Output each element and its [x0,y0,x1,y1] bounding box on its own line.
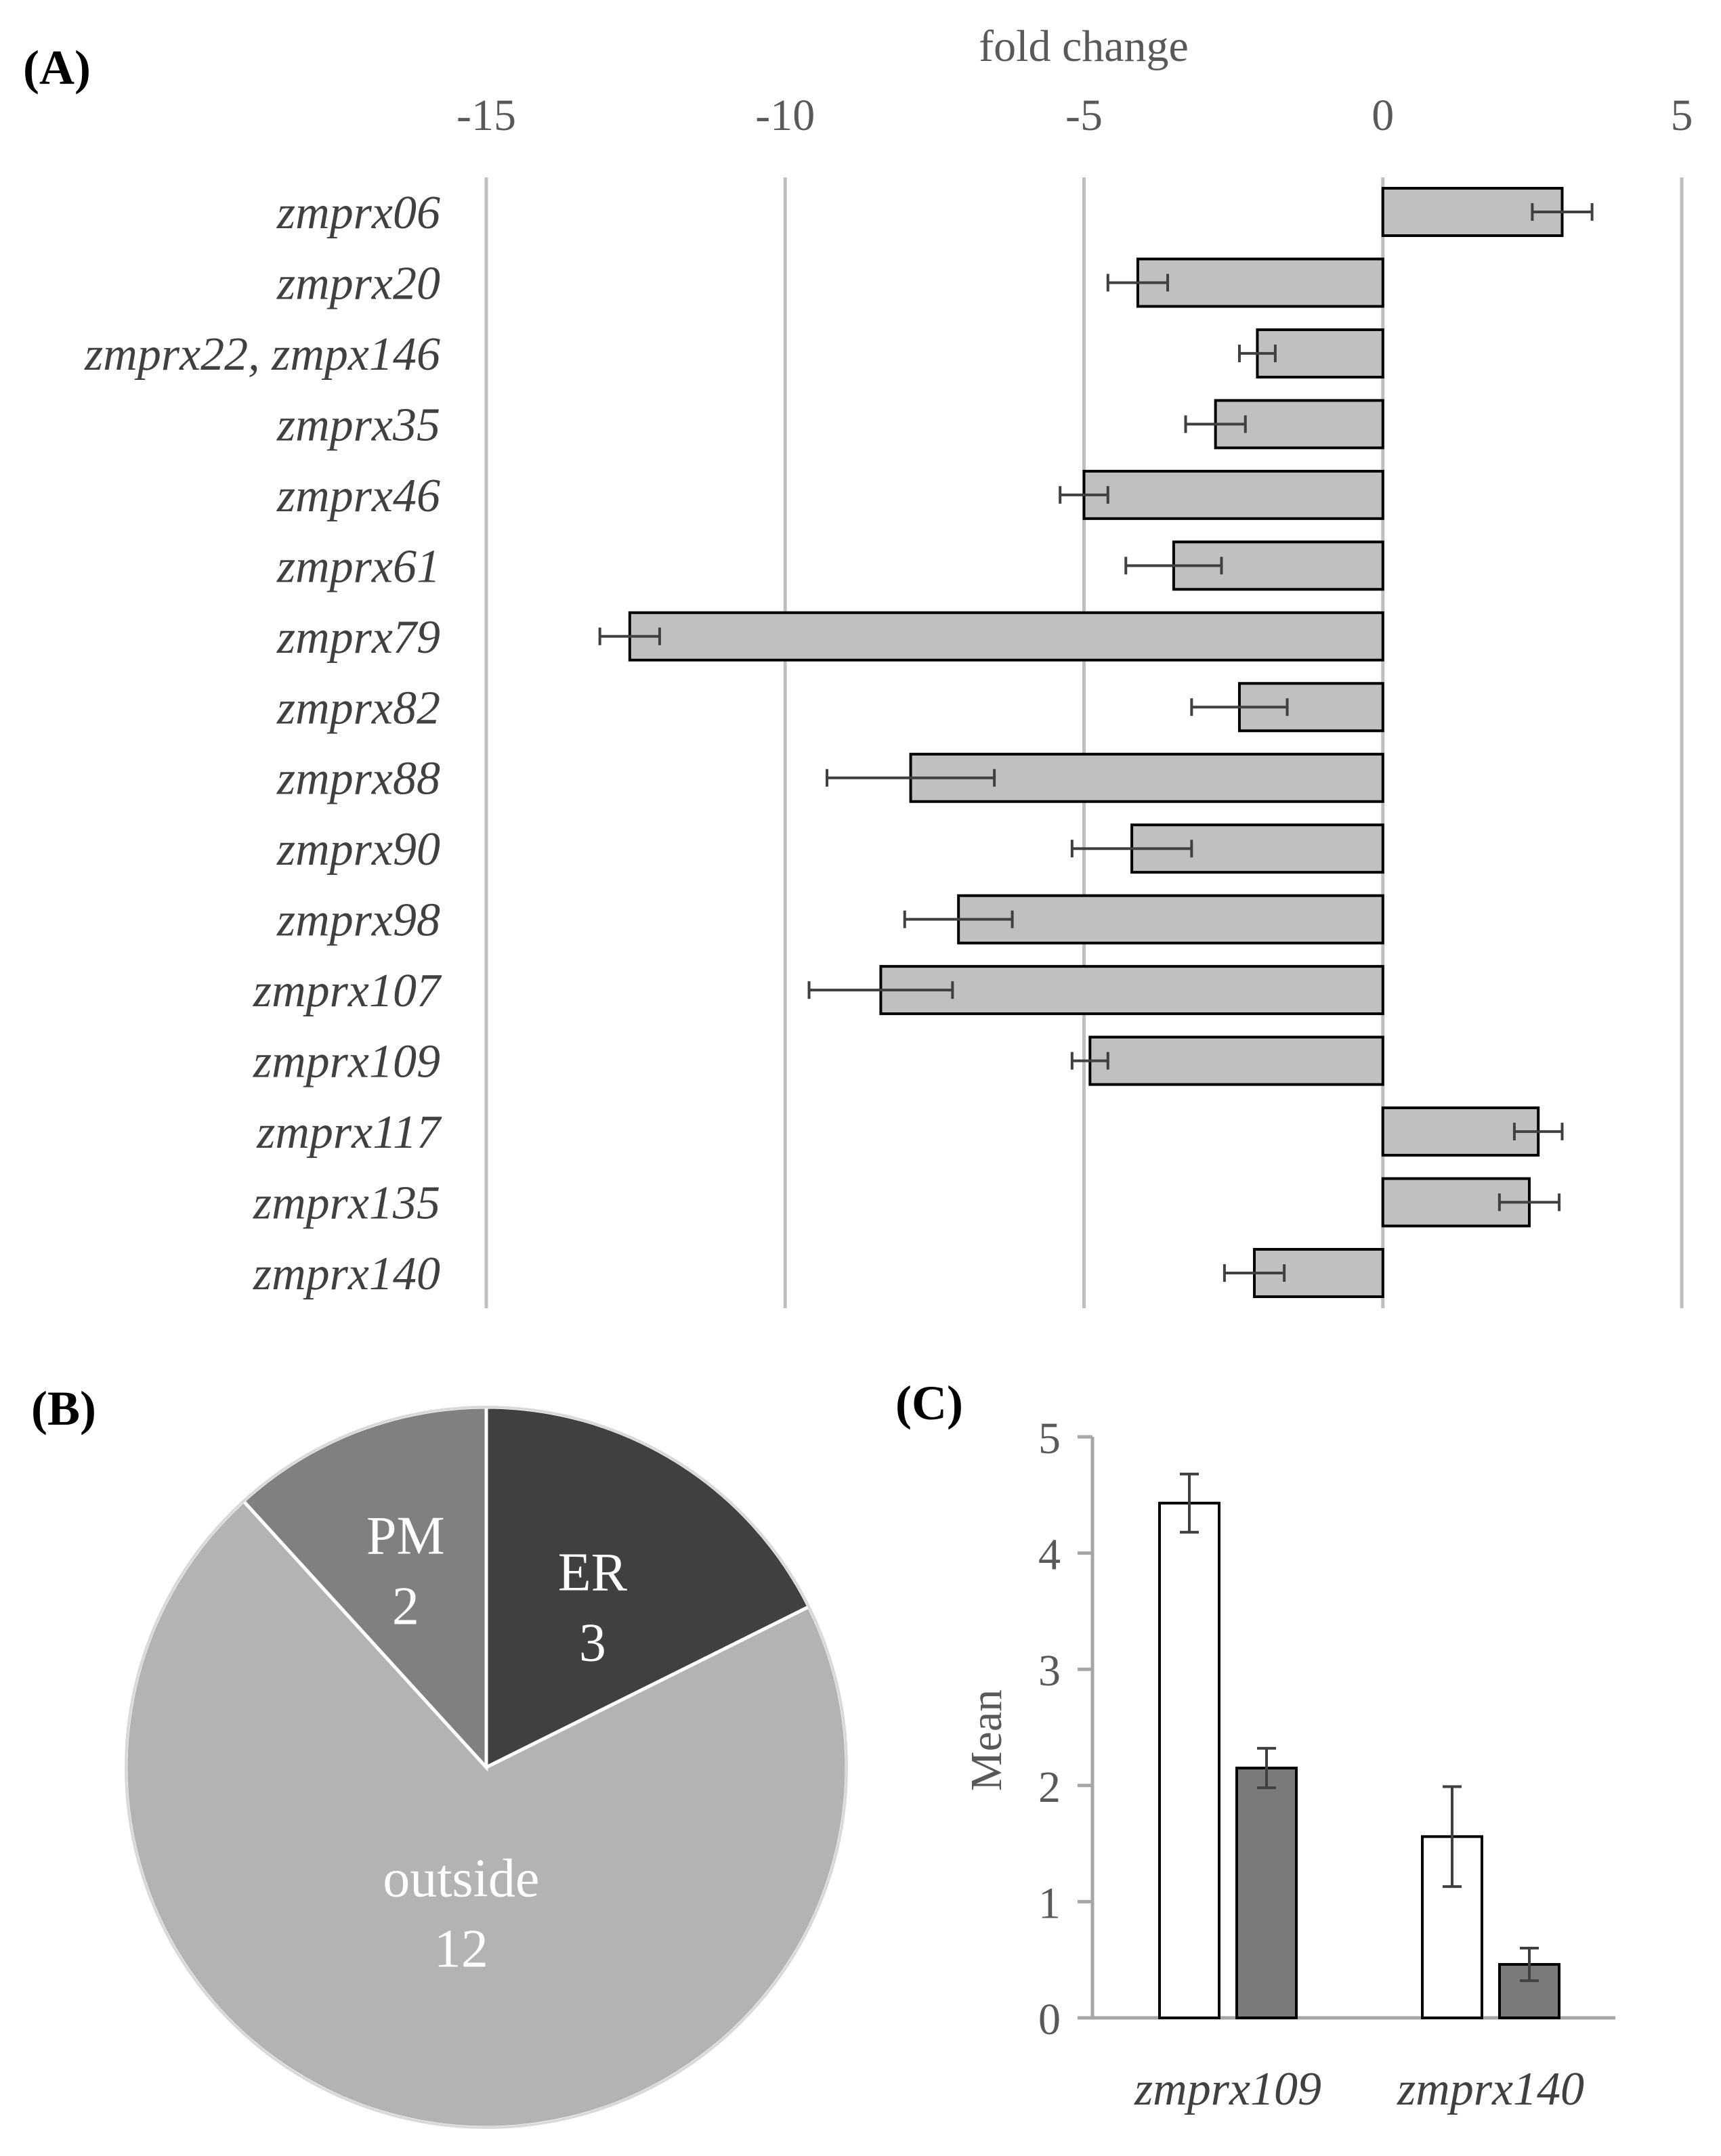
panel-a-tick-label: 5 [1671,91,1693,140]
panel-c-label: (C) [895,1376,963,1430]
panel-b-pie-labels: ER 3 outside 12 PM 2 [366,1506,628,1979]
panel-a-bars [628,187,1564,1298]
panel-c-bar [1158,1501,1220,2019]
panel-a-category-label: zmprx61 [276,540,440,592]
panel-a-error-bar [1184,415,1247,433]
panel-a-error-bar [598,627,661,645]
panel-c-error-bar [1443,1785,1462,1889]
panel-b-slice-value: 3 [579,1614,606,1673]
panel-c-tick-label: 5 [1038,1414,1061,1463]
panel-a-category-label: zmprx117 [256,1106,442,1159]
panel-a-tick-label: 0 [1372,91,1394,140]
panel-a-category-labels: zmprx06 zmprx20 zmprx22, zmpx146 zmprx35 zmp… [84,187,442,1300]
panel-c-category-label: zmprx140 [1397,2063,1584,2115]
panel-b-slice-label: outside [383,1849,539,1909]
panel-a-category-label: zmprx90 [276,823,440,876]
panel-c-error-bars [1180,1472,1539,1983]
panel-a-error-bars [598,203,1594,1282]
panel-a-error-bar [1531,203,1594,221]
panel-c-category-label: zmprx109 [1134,2063,1321,2115]
panel-b-label: (B) [31,1381,96,1436]
panel-a-category-label: zmprx06 [276,187,440,239]
panel-b-slice-value: 12 [434,1920,488,1979]
panel-c-tick-labels: 0 1 2 3 4 5 [1038,1414,1061,2044]
panel-a-error-bar [1059,486,1109,504]
panel-c-bar [1235,1767,1298,2020]
panel-a-category-label: zmprx107 [253,965,442,1017]
panel-a-tick-label: -10 [755,91,815,140]
panel-a-category-label: zmprx46 [276,470,440,522]
panel-a-error-bar [1237,344,1277,362]
panel-a-error-bar [1070,1052,1109,1070]
panel-a-error-bar [1106,274,1170,292]
panel-a-error-bar [1070,840,1193,858]
panel-a-error-bar [807,981,954,999]
panel-a-bar [1214,399,1384,450]
panel-a-bar [879,965,1384,1016]
panel-b-slice-label: PM [366,1506,445,1566]
panel-c-tick-label: 3 [1038,1646,1061,1696]
panel-a-category-label: zmprx109 [253,1036,440,1088]
panel-c-bars [1158,1501,1560,2020]
panel-a-tick-labels: -15 -10 -5 0 5 [456,91,1693,140]
panel-a-bar [957,894,1384,945]
panel-c-y-axis-label: Mean [962,1689,1011,1791]
panel-b-slice-label: ER [558,1543,628,1603]
panel-a-bar [1088,1035,1384,1086]
panel-b-pie-outline [125,1406,848,2129]
panel-a-category-label: zmprx98 [276,894,440,947]
panel-c-error-bar [1257,1746,1276,1790]
panel-a-bar [1136,257,1384,308]
panel-a-bar [1082,469,1384,520]
panel-a-category-label: zmprx20 [276,257,440,309]
panel-c-category-labels: zmprx109 zmprx140 [1134,2063,1584,2115]
panel-a-category-label: zmprx88 [276,753,440,805]
panel-a-error-bar [826,769,996,787]
panel-a-tick-label: -5 [1065,91,1103,140]
panel-a-category-label: zmprx79 [276,611,440,664]
panel-a-category-label: zmprx135 [253,1178,440,1230]
panel-a-error-bar [1190,698,1289,716]
panel-a-category-label: zmprx82 [276,682,440,734]
panel-a: (A) fold change -15 -10 -5 0 5 zmprx06 zmprx2… [23,22,1693,1308]
panel-b: (B) ER 3 outside 12 PM 2 [31,1381,849,2130]
panel-a-error-bar [903,910,1014,928]
panel-a-error-bar [1512,1123,1564,1141]
panel-a-category-label: zmprx22, zmpx146 [84,328,440,381]
panel-a-category-label: zmprx140 [253,1248,440,1300]
panel-c-error-bar [1180,1472,1199,1534]
panel-c-tick-label: 4 [1038,1530,1061,1580]
panel-c-error-bar [1520,1947,1539,1983]
panel-a-bar [1172,540,1384,591]
panel-b-pie [124,1405,849,2130]
panel-b-slice-value: 2 [392,1576,419,1636]
panel-a-tick-label: -15 [456,91,516,140]
panel-a-bar [628,611,1384,662]
panel-c: (C) Mean 0 1 2 3 4 5 zmprx109 zmprx140 [895,1376,1615,2115]
panel-a-label: (A) [23,41,91,95]
panel-c-tick-label: 1 [1038,1878,1061,1928]
panel-a-error-bar [1124,557,1223,575]
panel-a-axis-title: fold change [979,22,1189,71]
panel-a-error-bar [1223,1264,1286,1282]
panel-c-tick-label: 2 [1038,1763,1061,1812]
panel-c-tick-label: 0 [1038,1995,1061,2044]
panel-a-error-bar [1497,1193,1561,1211]
panel-a-category-label: zmprx35 [276,399,440,451]
